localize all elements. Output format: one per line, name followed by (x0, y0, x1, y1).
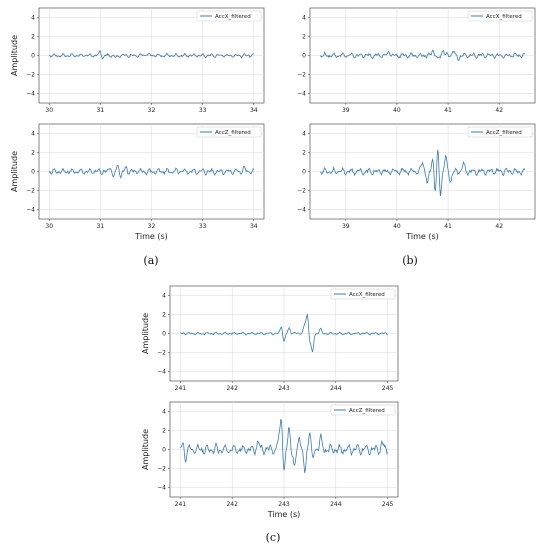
y-tick-label: 0 (302, 53, 306, 60)
y-tick-label: −4 (26, 91, 35, 98)
series-line-AccZ_filtered (320, 149, 526, 197)
caption-c: (c) (266, 531, 281, 544)
x-tick-label: 245 (382, 385, 394, 392)
legend-label: AccX_filtered (486, 14, 522, 20)
y-tick-label: 0 (31, 53, 35, 60)
x-tick-label: 34 (250, 223, 258, 230)
x-tick-label: 242 (226, 501, 238, 508)
x-tick-label: 243 (278, 501, 290, 508)
series-line-AccX_filtered (180, 313, 388, 353)
series-line-AccZ_filtered (48, 164, 255, 179)
y-tick-label: 2 (31, 150, 35, 157)
y-tick-label: 4 (162, 409, 166, 416)
y-axis-label: Amplitude (10, 35, 19, 76)
y-tick-label: 2 (302, 150, 306, 157)
x-axis-label: Time (s) (405, 232, 439, 241)
x-tick-label: 30 (45, 223, 53, 230)
x-tick-label: 31 (97, 223, 105, 230)
legend-box (196, 10, 262, 22)
y-tick-label: 4 (31, 131, 35, 138)
x-tick-label: 30 (45, 107, 53, 114)
x-tick-label: 40 (393, 107, 401, 114)
x-tick-label: 32 (148, 223, 156, 230)
x-tick-label: 244 (330, 501, 342, 508)
y-tick-label: −2 (297, 72, 306, 79)
x-tick-label: 33 (199, 107, 207, 114)
y-tick-label: −4 (297, 91, 306, 98)
y-tick-label: 2 (162, 312, 166, 319)
x-tick-label: 34 (250, 107, 258, 114)
legend-label: AccZ_filtered (215, 130, 251, 136)
y-tick-label: 0 (302, 169, 306, 176)
x-tick-label: 32 (148, 107, 156, 114)
chart-panel-a-top: 30 31 32 33 34 −4 −2 0 2 4 Amplitude AccX_filtered (10, 7, 265, 114)
y-tick-label: −2 (157, 466, 166, 473)
chart-panel-c-top: 241 242 243 244 245 −4 −2 0 2 4 Amplitude AccX_filt… (141, 285, 399, 392)
y-tick-label: 2 (31, 34, 35, 41)
y-tick-label: 4 (302, 131, 306, 138)
legend-label: AccZ_filtered (349, 408, 385, 414)
x-tick-label: 31 (97, 107, 105, 114)
y-tick-label: −4 (157, 369, 166, 376)
y-tick-label: 2 (302, 34, 306, 41)
y-tick-label: −2 (297, 188, 306, 195)
y-axis-label: Amplitude (141, 429, 150, 470)
x-tick-label: 41 (444, 223, 452, 230)
y-tick-label: −2 (157, 350, 166, 357)
y-tick-label: −2 (26, 72, 35, 79)
y-tick-label: −4 (297, 207, 306, 214)
y-tick-label: −4 (26, 207, 35, 214)
caption-a: (a) (143, 254, 158, 267)
y-axis-label: Amplitude (141, 313, 150, 354)
chart-panel-b-bottom: 39 40 41 42 −4 −2 0 2 4 Time (s) AccZ_filtered (297, 123, 536, 241)
y-tick-label: 0 (162, 447, 166, 454)
legend-box (467, 10, 533, 22)
x-tick-label: 42 (495, 223, 503, 230)
y-tick-label: −2 (26, 188, 35, 195)
series-line-AccX_filtered (320, 49, 526, 61)
legend-box (467, 126, 533, 138)
chart-panel-c-bottom: 241 242 243 244 245 −4 −2 0 2 4 Amplitude Time (s) A… (141, 401, 399, 519)
x-tick-label: 242 (226, 385, 238, 392)
chart-panel-a-bottom: 30 31 32 33 34 −4 −2 0 2 4 Amplitude Time (s) AccZ_f… (10, 123, 265, 241)
legend-label: AccX_filtered (215, 14, 251, 20)
x-tick-label: 42 (495, 107, 503, 114)
y-tick-label: −4 (157, 485, 166, 492)
x-tick-label: 39 (342, 107, 350, 114)
y-tick-label: 4 (302, 15, 306, 22)
series-line-AccX_filtered (49, 50, 254, 60)
y-tick-label: 0 (31, 169, 35, 176)
x-axis-label: Time (s) (267, 510, 301, 519)
y-axis-label: Amplitude (10, 151, 19, 192)
x-tick-label: 33 (199, 223, 207, 230)
y-tick-label: 4 (162, 293, 166, 300)
y-tick-label: 0 (162, 331, 166, 338)
x-tick-label: 241 (175, 501, 187, 508)
legend-box (330, 288, 396, 300)
legend-label: AccZ_filtered (486, 130, 522, 136)
x-tick-label: 244 (330, 385, 342, 392)
y-tick-label: 4 (31, 15, 35, 22)
caption-b: (b) (402, 254, 418, 267)
chart-panel-b-top: 39 40 41 42 −4 −2 0 2 4 AccX_filtered (297, 7, 536, 114)
legend-label: AccX_filtered (349, 292, 385, 298)
x-tick-label: 245 (382, 501, 394, 508)
x-tick-label: 41 (444, 107, 452, 114)
x-tick-label: 241 (175, 385, 187, 392)
legend-box (330, 404, 396, 416)
y-tick-label: 2 (162, 428, 166, 435)
series-line-AccZ_filtered (180, 419, 388, 473)
x-tick-label: 40 (393, 223, 401, 230)
legend-box (196, 126, 262, 138)
x-tick-label: 243 (278, 385, 290, 392)
x-axis-label: Time (s) (134, 232, 168, 241)
x-tick-label: 39 (342, 223, 350, 230)
